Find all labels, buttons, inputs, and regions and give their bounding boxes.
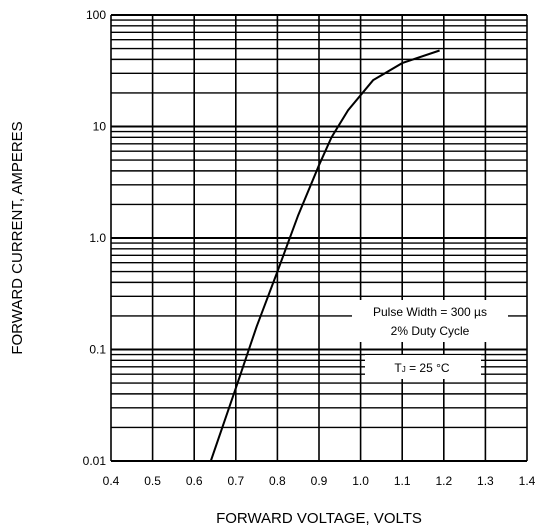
- temperature-label: TJ = 25 °C: [394, 361, 450, 375]
- x-tick-label: 0.8: [269, 474, 286, 488]
- temp-value: = 25 °C: [406, 361, 450, 375]
- grid: [110, 14, 528, 462]
- y-axis-title: FORWARD CURRENT, AMPERES: [9, 121, 26, 354]
- x-tick-label: 1.4: [519, 474, 536, 488]
- temp-symbol: T: [394, 361, 402, 375]
- y-tick-label: 1.0: [89, 231, 106, 245]
- temperature-annotation-box: [365, 355, 481, 379]
- y-tick-labels: 0.01 0.1 1.0 10 100: [83, 8, 107, 468]
- series-line: [209, 49, 440, 462]
- x-tick-label: 1.2: [435, 474, 452, 488]
- pulse-width-label: Pulse Width = 300 µs: [373, 305, 487, 319]
- pulse-annotation-box: [352, 300, 508, 342]
- y-tick-label: 0.1: [89, 343, 106, 357]
- temp-subscript: J: [402, 365, 406, 374]
- x-tick-label: 1.3: [477, 474, 494, 488]
- x-tick-label: 0.9: [311, 474, 328, 488]
- x-tick-label: 0.4: [103, 474, 120, 488]
- x-tick-label: 0.6: [186, 474, 203, 488]
- duty-cycle-label: 2% Duty Cycle: [391, 324, 470, 338]
- x-tick-label: 1.1: [394, 474, 411, 488]
- y-tick-label: 10: [93, 120, 107, 134]
- y-tick-label: 100: [86, 8, 106, 22]
- x-tick-label: 0.5: [144, 474, 161, 488]
- y-tick-label: 0.01: [83, 454, 107, 468]
- x-axis-title: FORWARD VOLTAGE, VOLTS: [216, 510, 422, 527]
- x-tick-label: 0.7: [227, 474, 244, 488]
- x-tick-label: 1.0: [352, 474, 369, 488]
- x-tick-labels: 0.4 0.5 0.6 0.7 0.8 0.9 1.0 1.1 1.2 1.3 1.4: [103, 474, 536, 488]
